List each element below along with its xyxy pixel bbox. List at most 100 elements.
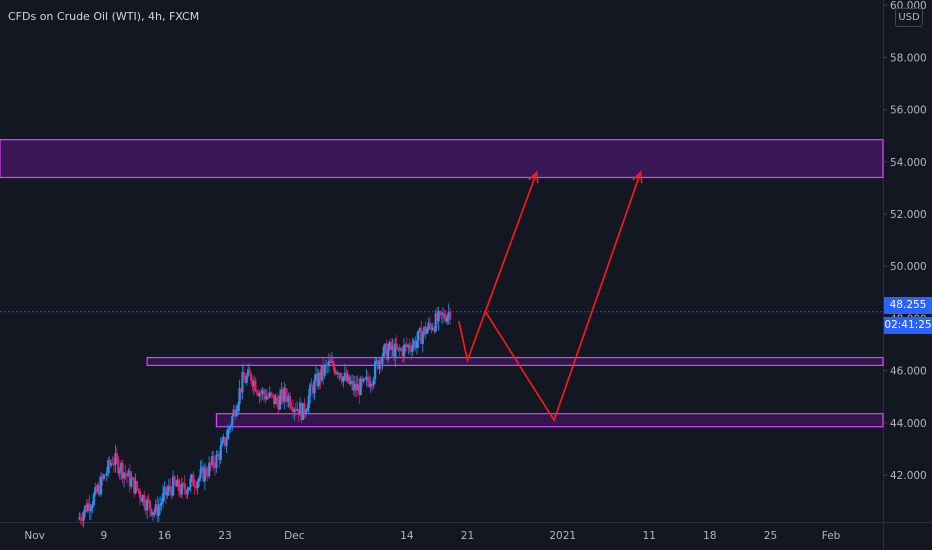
candle-body [247,369,250,377]
candle-body [424,326,427,335]
candle-body [353,384,357,391]
candle-body [346,374,349,382]
candle-body [407,345,410,348]
candle-body [198,477,201,482]
candle-body [140,497,143,502]
candle-body [433,328,436,332]
candle-body [213,465,217,468]
x-tick-label: Nov [24,530,45,542]
candle-body [107,460,110,474]
x-tick-label: 11 [643,530,656,542]
candle-body [154,504,157,512]
candle-body [356,384,359,391]
x-tick-label: 23 [218,530,231,542]
candle-body [192,474,195,487]
candle-body [323,365,326,376]
candle-body [391,345,394,350]
candle-body [281,389,284,402]
candle-body [327,360,331,367]
candle-body [371,384,374,386]
candle-body [345,372,348,382]
candle-body [86,503,90,512]
candle-body [395,343,398,349]
candle-body [368,381,371,387]
candle-body [358,384,361,395]
candle-body [232,409,235,416]
candle-body [169,486,172,490]
candle-body [365,376,368,380]
x-tick-label: 18 [703,530,716,542]
candle-body [238,388,241,405]
candle-body [172,476,175,496]
candle-body [182,483,185,485]
candle-body [361,378,364,382]
candle-body [234,409,237,417]
candle-body [104,474,107,476]
candle-body [160,502,163,505]
candle-body [400,349,403,351]
candle-body [128,470,131,487]
candle-body [143,494,146,507]
candle-body [311,385,315,394]
candle-body [412,340,416,346]
y-tick-label: 56.000 [890,105,927,117]
x-tick-label: Dec [284,530,305,542]
candle-body [335,372,338,374]
candle-body [348,374,351,384]
candle-body [385,343,388,360]
candle-body [241,372,244,393]
candle-body [301,403,305,420]
currency-badge[interactable]: USD [895,8,923,27]
candle-body [122,472,126,479]
candle-body [135,481,139,490]
candle-body [366,376,370,382]
candle-body [159,504,162,507]
candle-body [428,322,432,326]
projection-path-0 [458,171,538,364]
candle-body [133,477,136,494]
candle-body [387,349,390,360]
candle-body [384,343,387,347]
candle-body [342,376,345,382]
candle-body [94,487,97,495]
candle-body [307,395,310,409]
candle-body [166,491,169,496]
candle-body [375,360,378,362]
candle-body [163,486,166,494]
candle-body [205,468,208,476]
candle-body [121,462,124,479]
candle-body [286,395,289,402]
candle-body [257,392,260,396]
candle-body [187,487,191,491]
x-tick-label: 16 [158,530,172,542]
candle-body [430,325,433,330]
candle-body [105,473,108,476]
candle-body [369,384,372,387]
candle-body [317,372,320,387]
candle-body [425,329,429,335]
candle-body [300,403,303,420]
candle-body [287,395,290,402]
candle-body [111,463,114,465]
candle-body [340,378,344,382]
candle-body [264,394,267,400]
zone-0 [0,139,884,179]
y-tick-label: 42.000 [890,470,927,482]
candle-body [95,487,98,492]
candle-body [288,395,292,407]
candle-body [180,483,183,495]
candle-body [148,501,152,509]
candle-body [379,360,383,365]
candle-body [304,411,307,414]
candle-body [81,519,84,521]
candle-body [444,318,447,322]
candle-body [310,384,313,386]
candle-body [303,403,306,414]
candle-body [420,328,423,344]
candle-body [372,379,375,385]
candle-body [124,472,127,475]
candle-body [144,506,147,511]
candle-body [421,333,424,344]
candle-body [267,396,270,398]
